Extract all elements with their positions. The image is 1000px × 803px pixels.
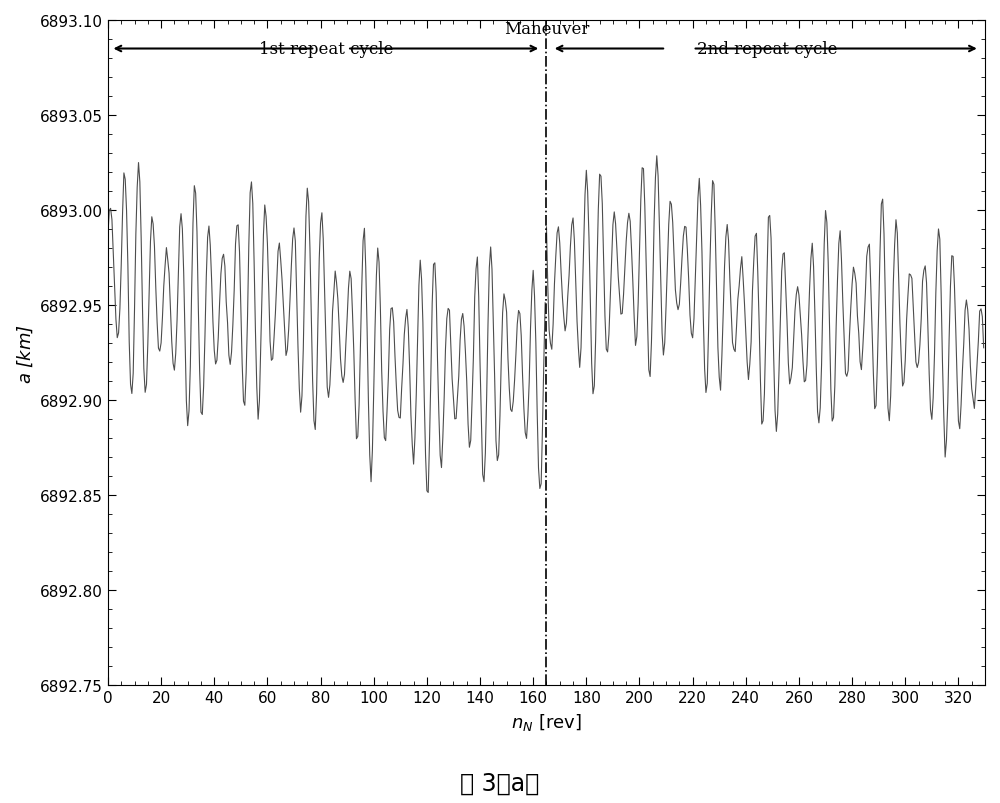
X-axis label: $n_N$ [rev]: $n_N$ [rev]	[511, 711, 582, 732]
Text: 2nd repeat cycle: 2nd repeat cycle	[697, 41, 837, 58]
Text: Maneuver: Maneuver	[504, 21, 589, 38]
Y-axis label: $a$ [km]: $a$ [km]	[15, 324, 35, 383]
Text: 图 3（a）: 图 3（a）	[460, 771, 540, 795]
Text: 1st repeat cycle: 1st repeat cycle	[259, 41, 393, 58]
